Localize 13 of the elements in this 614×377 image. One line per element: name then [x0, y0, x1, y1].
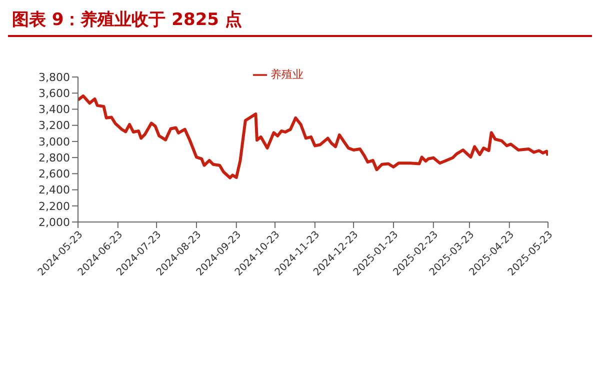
y-tick-label: 2,400: [38, 184, 70, 197]
y-tick-label: 3,400: [38, 103, 70, 116]
y-tick-label: 3,200: [38, 119, 70, 132]
y-tick-label: 3,000: [38, 135, 70, 148]
legend-label: 养殖业: [270, 68, 304, 81]
y-tick-label: 2,200: [38, 200, 70, 213]
y-tick-label: 2,600: [38, 168, 70, 181]
y-tick-label: 3,800: [38, 70, 70, 84]
line-series: [78, 94, 548, 180]
y-tick-label: 2,800: [38, 151, 70, 164]
y-tick-label: 3,600: [38, 87, 70, 100]
chart-title: 图表 9：养殖业收于 2825 点: [8, 8, 592, 37]
y-tick-label: 2,000: [38, 216, 70, 229]
